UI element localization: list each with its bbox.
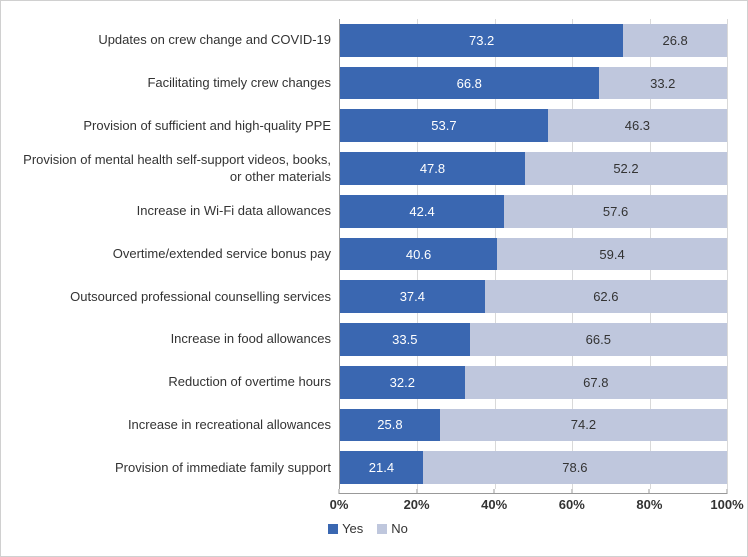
category-label-text: Provision of mental health self-support … [9,152,331,185]
legend: Yes No [9,521,727,536]
bar-row: 47.852.2 [340,147,727,190]
x-tick-label: 0% [330,497,349,512]
category-label-text: Reduction of overtime hours [168,374,331,390]
x-tick-label: 60% [559,497,585,512]
bar-row: 53.746.3 [340,104,727,147]
category-label: Facilitating timely crew changes [9,62,339,105]
category-label: Overtime/extended service bonus pay [9,233,339,276]
bar-segment-yes: 40.6 [340,238,497,271]
plot-area: Updates on crew change and COVID-19 Facil… [9,19,727,489]
bar-segment-no: 33.2 [599,67,727,100]
bar-segment-yes: 21.4 [340,451,423,484]
bar-segment-yes: 33.5 [340,323,470,356]
bar-segment-yes: 53.7 [340,109,548,142]
bar-row: 42.457.6 [340,190,727,233]
bar-row: 21.478.6 [340,446,727,489]
category-label-text: Provision of sufficient and high-quality… [83,118,331,134]
category-label-text: Outsourced professional counselling serv… [70,289,331,305]
category-label: Increase in Wi-Fi data allowances [9,190,339,233]
category-label: Provision of sufficient and high-quality… [9,104,339,147]
bar-row: 25.874.2 [340,404,727,447]
bars-column: 73.226.866.833.253.746.347.852.242.457.6… [339,19,727,489]
bar-row: 32.267.8 [340,361,727,404]
category-label-text: Increase in food allowances [171,331,331,347]
bar-segment-no: 62.6 [485,280,727,313]
category-label: Updates on crew change and COVID-19 [9,19,339,62]
bar-segment-no: 74.2 [440,409,727,442]
legend-item-yes: Yes [328,521,363,536]
category-label: Provision of immediate family support [9,446,339,489]
category-label-text: Overtime/extended service bonus pay [113,246,331,262]
bar-row: 66.833.2 [340,62,727,105]
x-tick-label: 20% [404,497,430,512]
category-label: Reduction of overtime hours [9,361,339,404]
x-tick-label: 80% [636,497,662,512]
category-label-text: Updates on crew change and COVID-19 [98,32,331,48]
category-label: Provision of mental health self-support … [9,147,339,190]
bar-segment-no: 78.6 [423,451,727,484]
bar-segment-no: 57.6 [504,195,727,228]
labels-column: Updates on crew change and COVID-19 Facil… [9,19,339,489]
bar-segment-yes: 37.4 [340,280,485,313]
x-axis-ticks: 0%20%40%60%80%100% [339,493,727,515]
category-label: Outsourced professional counselling serv… [9,275,339,318]
bar-segment-yes: 32.2 [340,366,465,399]
category-label-text: Increase in Wi-Fi data allowances [137,203,331,219]
bar-segment-no: 46.3 [548,109,727,142]
legend-label-no: No [391,521,408,536]
category-label-text: Provision of immediate family support [115,460,331,476]
category-label: Increase in food allowances [9,318,339,361]
legend-item-no: No [377,521,408,536]
bar-row: 37.462.6 [340,275,727,318]
category-label: Increase in recreational allowances [9,404,339,447]
bar-segment-no: 26.8 [623,24,727,57]
bar-segment-no: 52.2 [525,152,727,185]
bar-row: 73.226.8 [340,19,727,62]
chart-container: Updates on crew change and COVID-19 Facil… [0,0,748,557]
category-label-text: Increase in recreational allowances [128,417,331,433]
x-tick-label: 100% [710,497,743,512]
legend-label-yes: Yes [342,521,363,536]
x-axis: 0%20%40%60%80%100% [9,493,727,515]
category-label-text: Facilitating timely crew changes [147,75,331,91]
bar-segment-no: 59.4 [497,238,727,271]
legend-swatch-yes [328,524,338,534]
bar-segment-no: 67.8 [465,366,727,399]
bar-segment-yes: 47.8 [340,152,525,185]
bar-segment-yes: 66.8 [340,67,599,100]
bar-segment-no: 66.5 [470,323,727,356]
x-tick-label: 40% [481,497,507,512]
legend-swatch-no [377,524,387,534]
bar-segment-yes: 42.4 [340,195,504,228]
bar-segment-yes: 73.2 [340,24,623,57]
bar-row: 33.566.5 [340,318,727,361]
bar-row: 40.659.4 [340,233,727,276]
bar-segment-yes: 25.8 [340,409,440,442]
